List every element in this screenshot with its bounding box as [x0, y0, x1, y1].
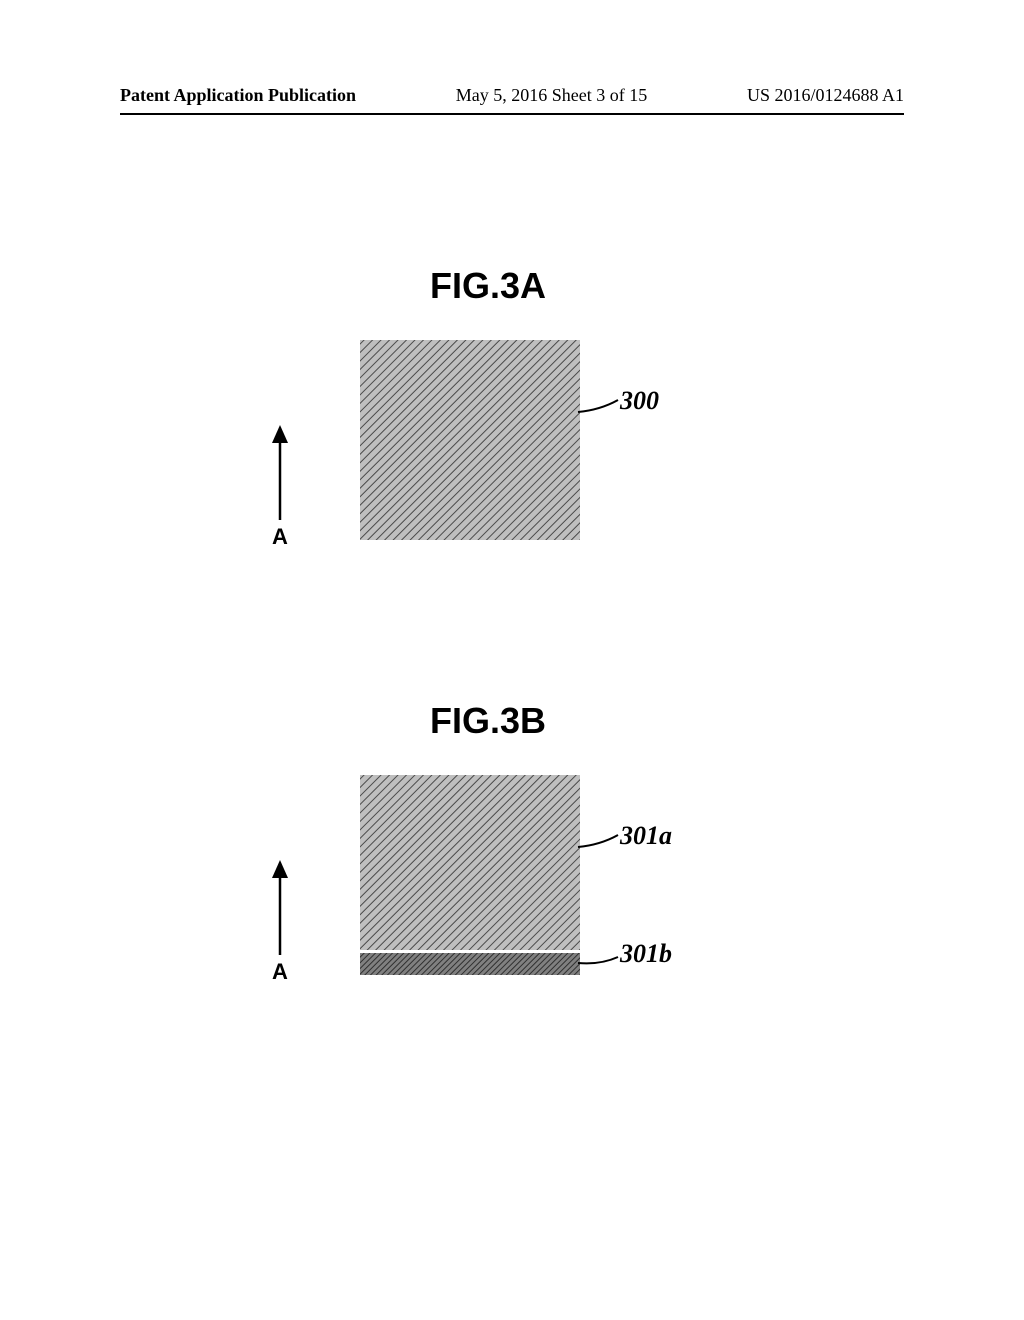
- fig3a-block: A 300: [270, 340, 740, 575]
- header-center: May 5, 2016 Sheet 3 of 15: [456, 85, 647, 106]
- fig3b-ref-301b: 301b: [620, 939, 672, 969]
- fig3a-square: [360, 340, 580, 540]
- fig3b-title: FIG.3B: [430, 700, 546, 742]
- fig3a-arrow-label: A: [272, 524, 288, 550]
- fig3b-block: A 301a 301b: [270, 775, 740, 1010]
- page-header: Patent Application Publication May 5, 20…: [0, 85, 1024, 106]
- header-divider: [120, 113, 904, 115]
- fig3b-lower-region: [360, 953, 580, 975]
- header-right: US 2016/0124688 A1: [747, 85, 904, 106]
- fig3b-ref-301a: 301a: [620, 821, 672, 851]
- fig3b-leader-a: [578, 835, 618, 847]
- fig3a-svg: [270, 340, 740, 570]
- fig3b-leader-b: [578, 957, 618, 963]
- fig3a-title: FIG.3A: [430, 265, 546, 307]
- fig3a-direction-arrow: [272, 425, 288, 520]
- fig3b-direction-arrow: [272, 860, 288, 955]
- fig3b-arrow-label: A: [272, 959, 288, 985]
- fig3a-leader: [578, 400, 618, 412]
- fig3b-svg: [270, 775, 740, 1005]
- fig3a-ref-300: 300: [620, 386, 659, 416]
- header-left: Patent Application Publication: [120, 85, 356, 106]
- fig3b-upper-region: [360, 775, 580, 950]
